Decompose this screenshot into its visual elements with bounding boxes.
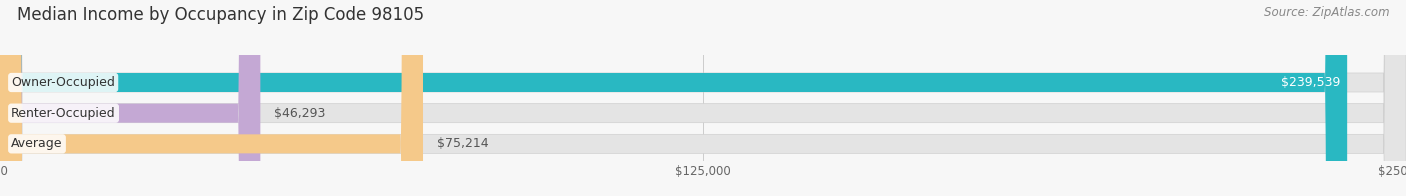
Text: Median Income by Occupancy in Zip Code 98105: Median Income by Occupancy in Zip Code 9… [17,6,425,24]
Text: Average: Average [11,137,63,150]
Text: $239,539: $239,539 [1281,76,1340,89]
Text: Renter-Occupied: Renter-Occupied [11,107,115,120]
FancyBboxPatch shape [0,0,260,196]
Text: $75,214: $75,214 [437,137,489,150]
FancyBboxPatch shape [0,0,423,196]
FancyBboxPatch shape [0,0,1347,196]
Text: $46,293: $46,293 [274,107,326,120]
Text: Source: ZipAtlas.com: Source: ZipAtlas.com [1264,6,1389,19]
Text: Owner-Occupied: Owner-Occupied [11,76,115,89]
